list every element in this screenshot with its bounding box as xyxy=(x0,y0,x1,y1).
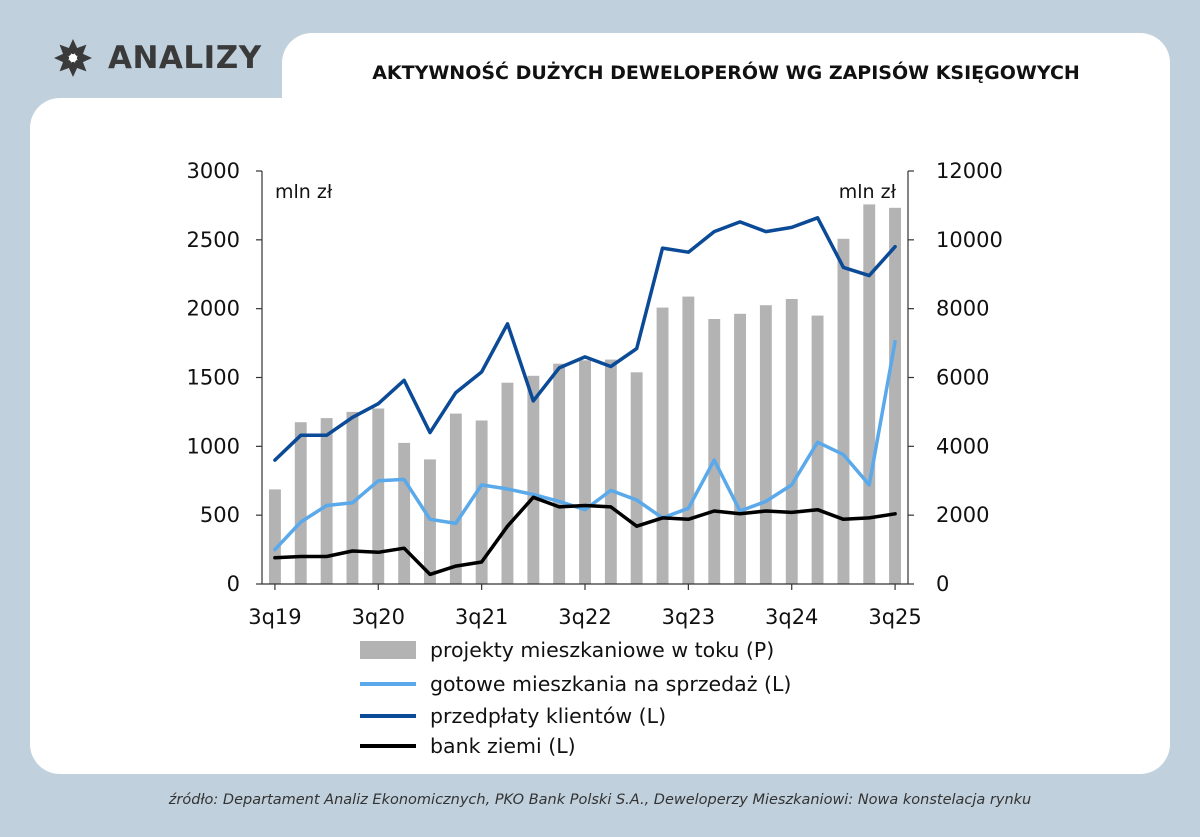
bar xyxy=(734,313,746,584)
bar xyxy=(372,408,385,584)
bar xyxy=(604,359,617,584)
title-tab xyxy=(282,33,1170,163)
chart-card xyxy=(30,98,1170,774)
right-tick-label: 6000 xyxy=(936,366,989,390)
bar xyxy=(837,238,850,585)
tick-labels-layer: 0 500 1000 1500 2000 2500 3000 0 2000 4000 6000 800… xyxy=(187,159,1003,629)
left-tick-label: 2500 xyxy=(187,228,240,252)
right-tick-label: 0 xyxy=(936,572,949,596)
legend-label: przedpłaty klientów (L) xyxy=(430,704,666,728)
left-tick-label: 0 xyxy=(227,572,240,596)
source-note: źródło: Departament Analiz Ekonomicznych… xyxy=(168,792,1032,808)
bar xyxy=(785,299,798,584)
flower-logo-icon xyxy=(54,39,92,77)
bar xyxy=(656,307,669,584)
bar xyxy=(553,363,566,584)
bar xyxy=(708,319,721,584)
x-tick-label: 3q21 xyxy=(455,605,508,629)
bar xyxy=(889,207,901,585)
bar xyxy=(398,442,411,584)
brand-name: ANALIZY xyxy=(108,40,262,76)
bar xyxy=(294,422,307,584)
bar xyxy=(424,459,436,584)
left-tick-label: 500 xyxy=(200,503,240,527)
right-tick-label: 4000 xyxy=(936,434,989,458)
series-line-1 xyxy=(273,216,897,462)
legend-label: projekty mieszkaniowe w toku (P) xyxy=(430,638,774,662)
x-tick-label: 3q23 xyxy=(662,605,715,629)
x-tick-label: 3q22 xyxy=(558,605,611,629)
right-unit-label: mln zł xyxy=(839,181,897,203)
bar xyxy=(811,315,824,584)
brand-header: ANALIZY xyxy=(52,38,262,78)
bar xyxy=(527,375,540,584)
bar xyxy=(863,204,876,584)
series-line-2 xyxy=(273,495,897,577)
x-tick-label: 3q25 xyxy=(868,605,921,629)
legend: projekty mieszkaniowe w toku (P) gotowe m… xyxy=(360,638,791,758)
left-tick-label: 3000 xyxy=(187,159,240,183)
right-tick-label: 2000 xyxy=(936,503,989,527)
x-tick-label: 3q19 xyxy=(248,605,301,629)
bar xyxy=(630,372,643,584)
line-series-layer xyxy=(273,216,897,577)
bar-series-layer xyxy=(269,204,901,585)
bar xyxy=(579,360,591,584)
bar xyxy=(759,305,772,584)
left-unit-label: mln zł xyxy=(275,181,333,203)
bar xyxy=(475,420,488,584)
chart-title: AKTYWNOŚĆ DUŻYCH DEWELOPERÓW WG ZAPISÓW … xyxy=(372,62,1080,84)
bar xyxy=(346,411,359,584)
left-tick-label: 1000 xyxy=(187,434,240,458)
right-tick-label: 8000 xyxy=(936,297,989,321)
bar xyxy=(501,382,514,584)
bar xyxy=(682,296,695,584)
left-tick-label: 2000 xyxy=(187,297,240,321)
x-tick-label: 3q20 xyxy=(352,605,405,629)
x-tick-label: 3q24 xyxy=(765,605,818,629)
bar xyxy=(449,413,462,584)
right-tick-label: 10000 xyxy=(936,228,1003,252)
bar xyxy=(320,418,333,584)
legend-label: bank ziemi (L) xyxy=(430,734,576,758)
bar xyxy=(269,489,281,584)
right-tick-label: 12000 xyxy=(936,159,1003,183)
left-tick-label: 1500 xyxy=(187,366,240,390)
legend-label: gotowe mieszkania na sprzedaż (L) xyxy=(430,672,791,696)
legend-swatch xyxy=(360,641,416,659)
series-line-0 xyxy=(273,339,897,552)
